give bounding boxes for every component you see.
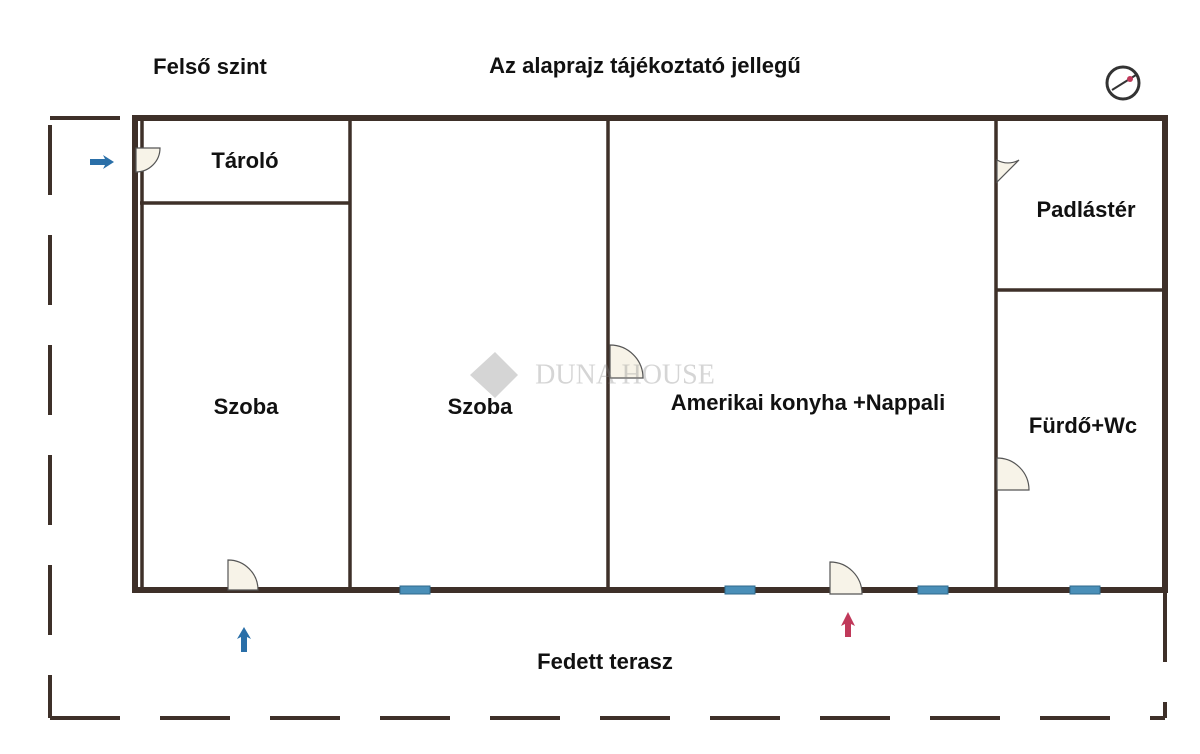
watermark-text: DUNA HOUSE <box>535 359 715 390</box>
room-label: Szoba <box>448 394 514 419</box>
windows <box>399 585 1101 595</box>
room-label: Padlástér <box>1036 197 1135 222</box>
terrace-label: Fedett terasz <box>537 649 673 674</box>
doors <box>135 147 1030 595</box>
walls <box>132 115 1168 593</box>
compass <box>1105 65 1141 101</box>
level-label: Felső szint <box>153 54 267 79</box>
room-label: Tároló <box>211 148 278 173</box>
room-label: Fürdő+Wc <box>1029 413 1137 438</box>
room-label: Amerikai konyha +Nappali <box>671 390 946 415</box>
room-label: Szoba <box>214 394 280 419</box>
disclaimer: Az alaprajz tájékoztató jellegű <box>489 53 801 78</box>
arrows <box>90 155 855 652</box>
watermark: DUNA HOUSE <box>470 352 715 398</box>
terrace-outline <box>48 116 1167 720</box>
